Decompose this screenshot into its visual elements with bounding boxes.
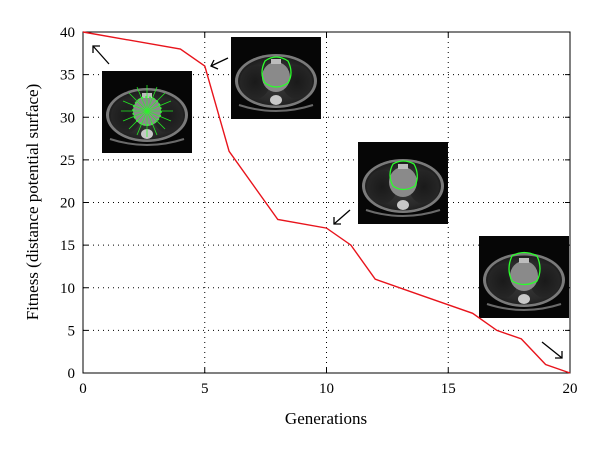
ct-inset-gen20 [478, 235, 570, 319]
x-tick-label: 0 [79, 381, 87, 397]
x-tick-label: 5 [201, 381, 209, 397]
x-tick-label: 20 [563, 381, 578, 397]
pointer-arrows [92, 45, 563, 359]
y-tick-label: 0 [68, 366, 76, 382]
y-tick-label: 25 [60, 153, 75, 169]
arrow-gen20-icon [541, 341, 563, 359]
fitness-series-line [82, 31, 571, 374]
y-tick-label: 35 [60, 68, 75, 84]
y-tick-label: 5 [68, 323, 76, 339]
ct-inset-gen5 [230, 36, 322, 120]
arrow-gen0-icon [92, 45, 110, 65]
x-tick-label: 10 [319, 381, 334, 397]
ct-inset-gen10 [357, 141, 449, 225]
ct-inset-gen0 [101, 70, 193, 154]
arrow-gen10-icon [333, 209, 351, 225]
y-tick-label: 10 [60, 281, 75, 297]
axis-ticks: 0 5 10 15 20 0 5 10 15 20 25 30 35 40 [60, 25, 578, 397]
x-axis-label: Generations [285, 409, 367, 428]
y-axis-label: Fitness (distance potential surface) [23, 84, 42, 321]
y-tick-label: 20 [60, 196, 75, 212]
arrow-gen5-icon [210, 57, 229, 70]
y-tick-label: 30 [60, 110, 75, 126]
y-tick-label: 40 [60, 25, 75, 41]
y-tick-label: 15 [60, 238, 75, 254]
x-tick-label: 15 [441, 381, 456, 397]
